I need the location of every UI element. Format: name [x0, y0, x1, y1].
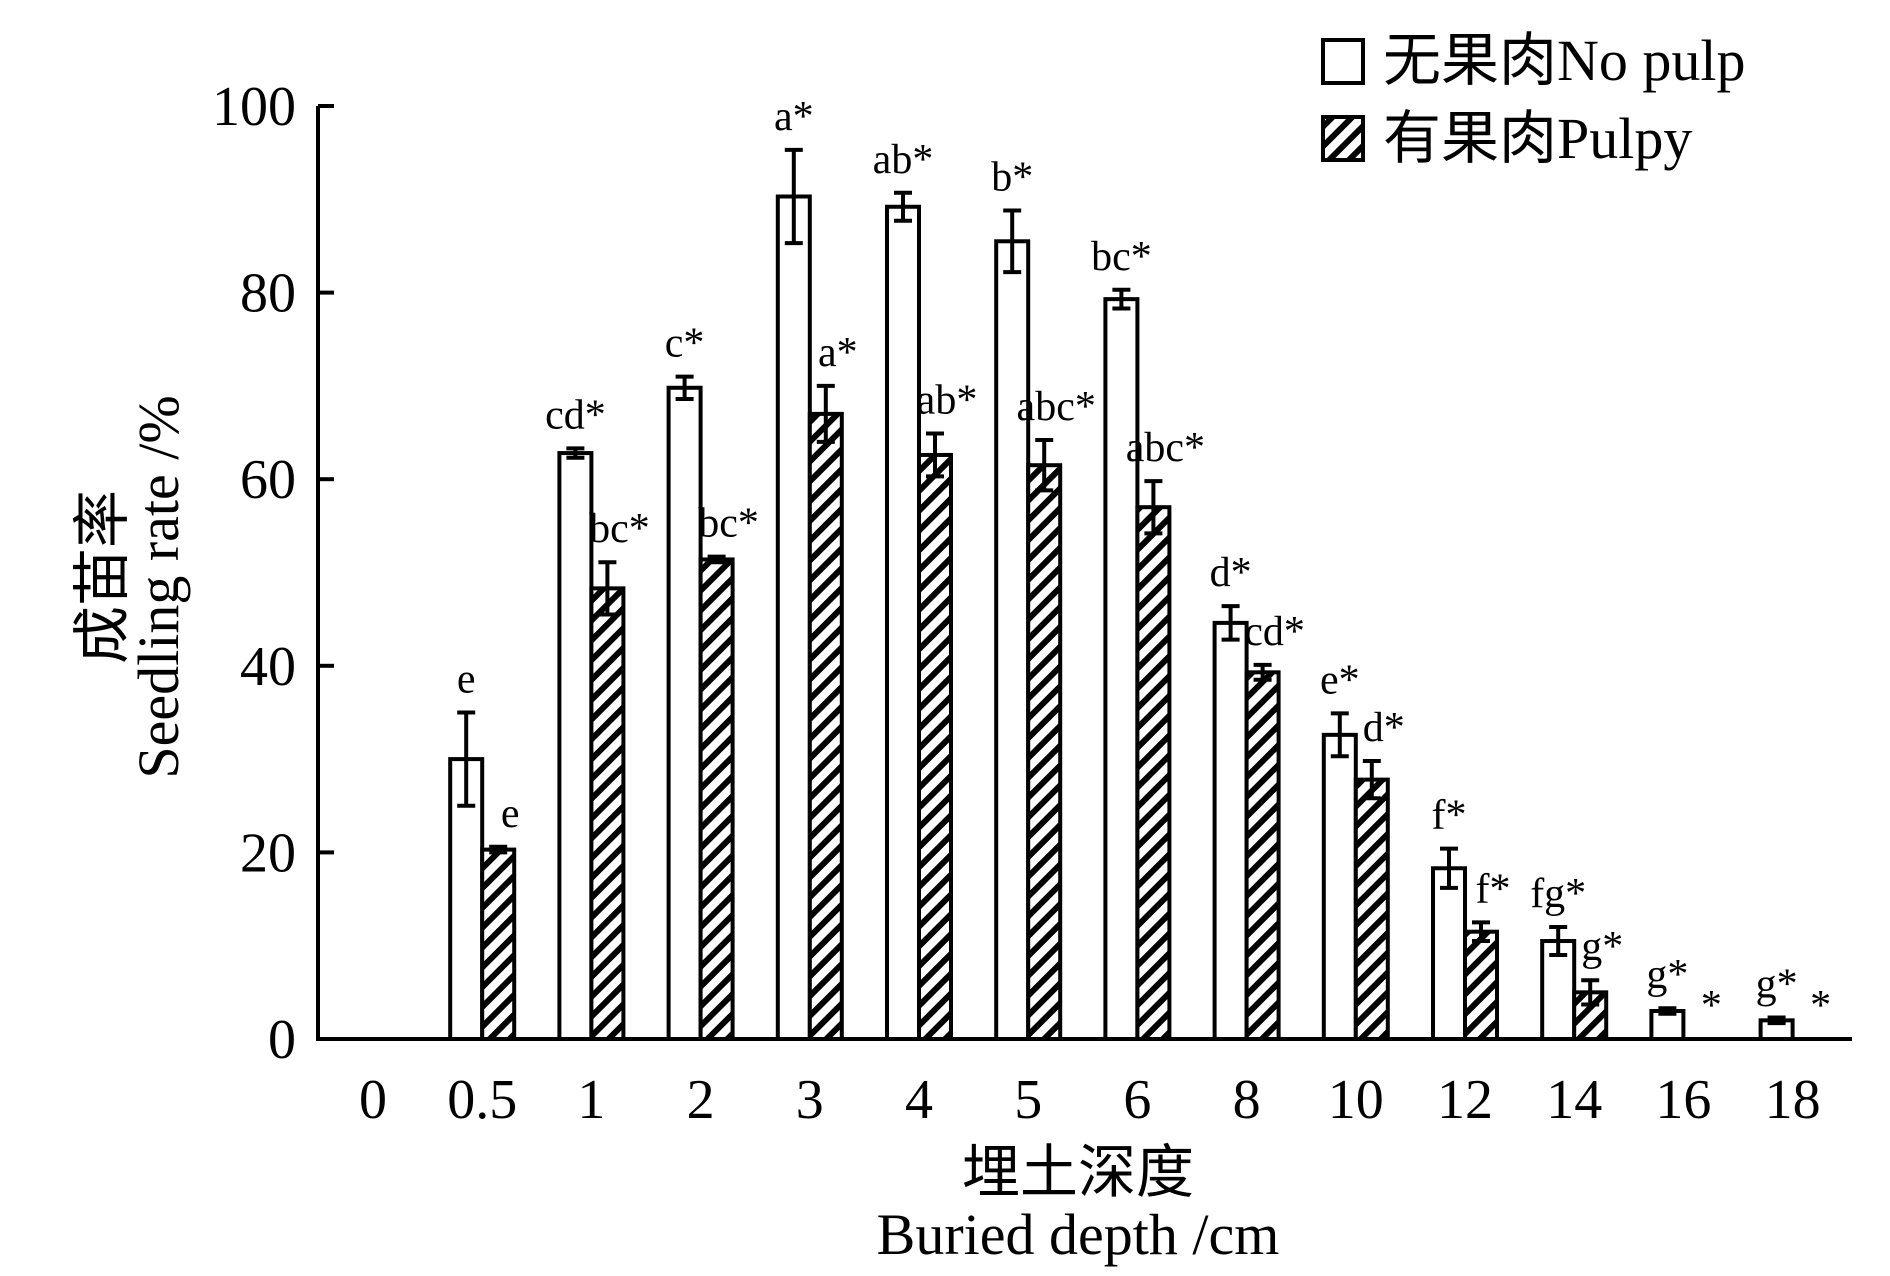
data-label: bc* [589, 506, 650, 552]
bar [1026, 463, 1063, 1041]
x-tick-label: 1 [577, 1069, 605, 1131]
y-tick-label: 60 [240, 449, 296, 511]
x-axis-title-cn: 埋土深度 [962, 1140, 1194, 1205]
data-label: g* [1756, 962, 1798, 1008]
data-label: e [457, 656, 476, 702]
legend-label-pulpy: 有果肉Pulpy [1383, 106, 1692, 171]
bar [807, 411, 844, 1041]
legend-label-no-pulp: 无果肉No pulp [1383, 28, 1746, 93]
x-tick-label: 12 [1437, 1069, 1493, 1131]
data-label: e* [1320, 657, 1360, 703]
x-tick-label: 0.5 [447, 1069, 517, 1131]
legend: 无果肉No pulp 有果肉Pulpy [1321, 28, 1746, 171]
bar [994, 239, 1031, 1042]
y-tick-label: 0 [268, 1009, 296, 1071]
x-tick-label: 3 [796, 1069, 824, 1131]
data-label: f* [1476, 866, 1511, 912]
x-axis-title-en: Buried depth /cm [877, 1202, 1280, 1267]
x-tick-label: 16 [1655, 1069, 1711, 1131]
bar [1135, 505, 1172, 1041]
x-tick-label: 18 [1765, 1069, 1821, 1131]
data-label: ab* [873, 137, 934, 183]
data-label: * [1701, 983, 1722, 1029]
y-tick-label: 100 [212, 76, 296, 138]
bar-marks: ecd*c*a*ab* b*bc*d*e*f*fg*g* g*ebc* bc*a*ab… [448, 94, 1831, 1042]
data-label: a* [818, 330, 858, 376]
bar [917, 452, 953, 1041]
x-tick-label: 8 [1233, 1069, 1261, 1131]
data-label: ab* [917, 377, 978, 423]
bar [1463, 929, 1499, 1042]
data-label: d* [1363, 705, 1405, 751]
x-tick-label: 2 [687, 1069, 715, 1131]
data-label: * [1810, 983, 1831, 1029]
data-label: fg* [1530, 871, 1586, 917]
x-tick-label: 10 [1328, 1069, 1384, 1131]
bar [1212, 620, 1249, 1042]
data-label: g* [1581, 924, 1623, 970]
bar [1353, 777, 1390, 1041]
bar [775, 194, 812, 1042]
bar [1103, 297, 1140, 1042]
data-label: abc* [1017, 384, 1096, 430]
data-label: cd* [1244, 609, 1305, 655]
x-tick-label: 6 [1123, 1069, 1151, 1131]
bar [1431, 866, 1467, 1041]
y-axis-title-en: Seedling rate /% [126, 395, 191, 778]
data-label: bc* [698, 501, 759, 547]
x-tick-label: 5 [1014, 1069, 1042, 1131]
data-label: bc* [1091, 234, 1152, 280]
data-label: f* [1432, 793, 1467, 839]
x-tick-label: 0 [359, 1069, 387, 1131]
data-label: abc* [1126, 425, 1205, 471]
bar [1540, 939, 1577, 1041]
data-label: b* [991, 154, 1033, 200]
y-tick-label: 20 [240, 822, 296, 884]
data-label: c* [665, 321, 705, 367]
plot-area [316, 104, 1852, 1041]
bar [666, 385, 703, 1041]
legend-swatch-pulpy [1321, 115, 1365, 162]
data-label: g* [1646, 952, 1688, 998]
bar [1244, 670, 1281, 1041]
y-tick-label: 40 [240, 636, 296, 698]
y-axis-title-cn: 成苗率 [70, 490, 135, 664]
bar [698, 557, 735, 1041]
data-label: d* [1210, 550, 1252, 596]
x-tick-label: 4 [905, 1069, 933, 1131]
bar [557, 451, 594, 1041]
bar [589, 586, 626, 1042]
data-label: a* [774, 94, 814, 140]
data-label: e [501, 791, 520, 837]
legend-swatch-no-pulp [1321, 38, 1365, 85]
bar [885, 204, 921, 1042]
data-label: cd* [545, 392, 606, 438]
y-tick-label: 80 [240, 263, 296, 325]
x-tick-label: 14 [1546, 1069, 1602, 1131]
bar [1321, 732, 1358, 1041]
bar [480, 847, 517, 1042]
